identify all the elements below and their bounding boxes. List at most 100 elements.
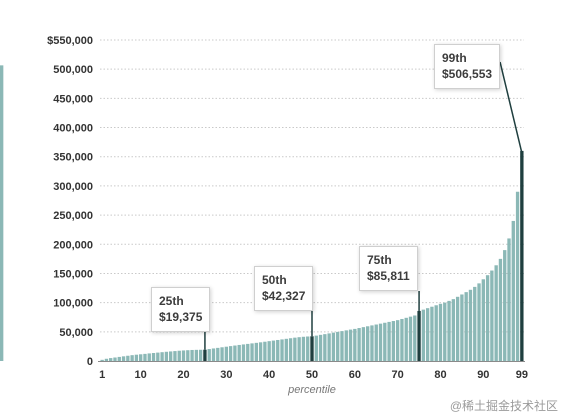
bar-p50 <box>310 336 314 361</box>
bar-p18 <box>173 351 177 361</box>
bar-p92 <box>490 270 494 361</box>
callout-leaders <box>204 61 523 350</box>
x-tick-label: 30 <box>220 369 232 381</box>
y-tick-label: 200,000 <box>53 239 93 251</box>
y-tick-label: $550,000 <box>47 35 93 47</box>
y-tick-label: 350,000 <box>53 152 93 164</box>
bar-p81 <box>443 302 447 361</box>
bar-p79 <box>434 305 438 361</box>
bar-p91 <box>485 275 490 361</box>
bar-p16 <box>164 351 169 361</box>
bar-p66 <box>378 323 383 361</box>
bar-p48 <box>301 336 306 361</box>
bar-p38 <box>258 342 263 361</box>
x-tick-label: 90 <box>477 369 489 381</box>
callout-50th-percentile: 50th <box>262 273 287 287</box>
callout-99th-value: $506,553 <box>442 67 493 81</box>
bar-p54 <box>327 333 331 361</box>
bar-p9 <box>134 354 139 361</box>
bar-p11 <box>143 353 147 361</box>
bar-p19 <box>177 350 181 361</box>
bar-p27 <box>211 348 216 361</box>
bar-p39 <box>263 341 267 361</box>
x-tick-label: 99 <box>516 369 528 381</box>
y-tick-label: 250,000 <box>53 210 93 222</box>
bar-p62 <box>361 327 366 361</box>
callout-25th-percentile: 25th <box>159 294 184 308</box>
bar-p70 <box>395 320 400 361</box>
bar-p13 <box>151 353 156 361</box>
x-tick-label: 40 <box>263 369 275 381</box>
y-tick-label: 150,000 <box>53 268 93 280</box>
bar-p32 <box>233 345 237 361</box>
bar-pundefined <box>0 65 4 362</box>
bar-p45 <box>288 338 293 361</box>
bar-p20 <box>181 350 186 361</box>
bar-p98 <box>515 191 520 361</box>
x-tick-label: 1 <box>99 369 105 381</box>
bar-p83 <box>451 299 456 361</box>
x-tick-label: 80 <box>434 369 446 381</box>
bar-p56 <box>336 331 340 361</box>
bar-p86 <box>464 292 468 361</box>
callout-99th: 99th $506,553 <box>434 44 501 89</box>
bar-p46 <box>293 337 297 361</box>
bar-p33 <box>237 344 241 361</box>
bar-p68 <box>387 321 391 361</box>
bar-p72 <box>404 317 408 361</box>
bar-p6 <box>121 356 126 361</box>
bar-p95 <box>503 250 507 361</box>
bar-p10 <box>139 354 143 361</box>
bar-p85 <box>460 294 464 361</box>
bar-p12 <box>147 353 151 361</box>
bar-p36 <box>250 343 254 361</box>
bar-p59 <box>348 329 353 361</box>
y-axis-ticks: 0 50,000 100,000 150,000 200,000 250,000 300,0… <box>47 35 93 368</box>
callout-99th-percentile: 99th <box>442 51 467 65</box>
bar-p88 <box>473 286 477 361</box>
bar-p23 <box>194 349 199 361</box>
y-tick-label: 300,000 <box>53 181 93 193</box>
bar-p89 <box>477 283 481 361</box>
bar-p71 <box>400 318 404 361</box>
bar-p65 <box>374 324 378 361</box>
bar-p2 <box>104 358 109 361</box>
bar-p52 <box>318 334 323 361</box>
y-tick-label: 0 <box>87 356 93 368</box>
bar-p1 <box>100 359 104 361</box>
bar-p47 <box>297 337 301 361</box>
bar-p3 <box>109 358 113 361</box>
bar-p69 <box>391 321 396 361</box>
bar-p49 <box>306 336 310 361</box>
bar-p77 <box>425 308 430 361</box>
bar-p43 <box>280 339 284 361</box>
bar-p74 <box>413 315 417 361</box>
bar-p15 <box>160 352 164 361</box>
bar-p14 <box>156 352 160 361</box>
y-tick-label: 450,000 <box>53 93 93 105</box>
bar-p78 <box>430 306 434 361</box>
bar-p25 <box>203 349 207 361</box>
bar-p51 <box>314 335 318 361</box>
bar-p8 <box>130 355 134 361</box>
bar-p55 <box>331 332 336 361</box>
callout-75th-value: $85,811 <box>367 269 410 283</box>
x-axis-label: percentile <box>287 384 336 396</box>
callout-25th: 25th $19,375 <box>151 287 211 332</box>
callout-75th-percentile: 75th <box>367 253 392 267</box>
bar-p26 <box>207 349 211 361</box>
bar-p35 <box>246 343 250 361</box>
bar-p4 <box>113 357 117 361</box>
bar-p61 <box>357 328 361 361</box>
bar-p99 <box>520 150 524 361</box>
bar-p96 <box>507 238 511 361</box>
bar-p84 <box>455 296 460 361</box>
bar-p90 <box>481 279 485 361</box>
bar-p57 <box>340 331 344 361</box>
bar-p44 <box>284 338 288 361</box>
bar-p30 <box>224 346 229 361</box>
y-tick-label: 400,000 <box>53 123 93 135</box>
bar-p29 <box>220 347 224 361</box>
bar-p21 <box>186 350 190 361</box>
